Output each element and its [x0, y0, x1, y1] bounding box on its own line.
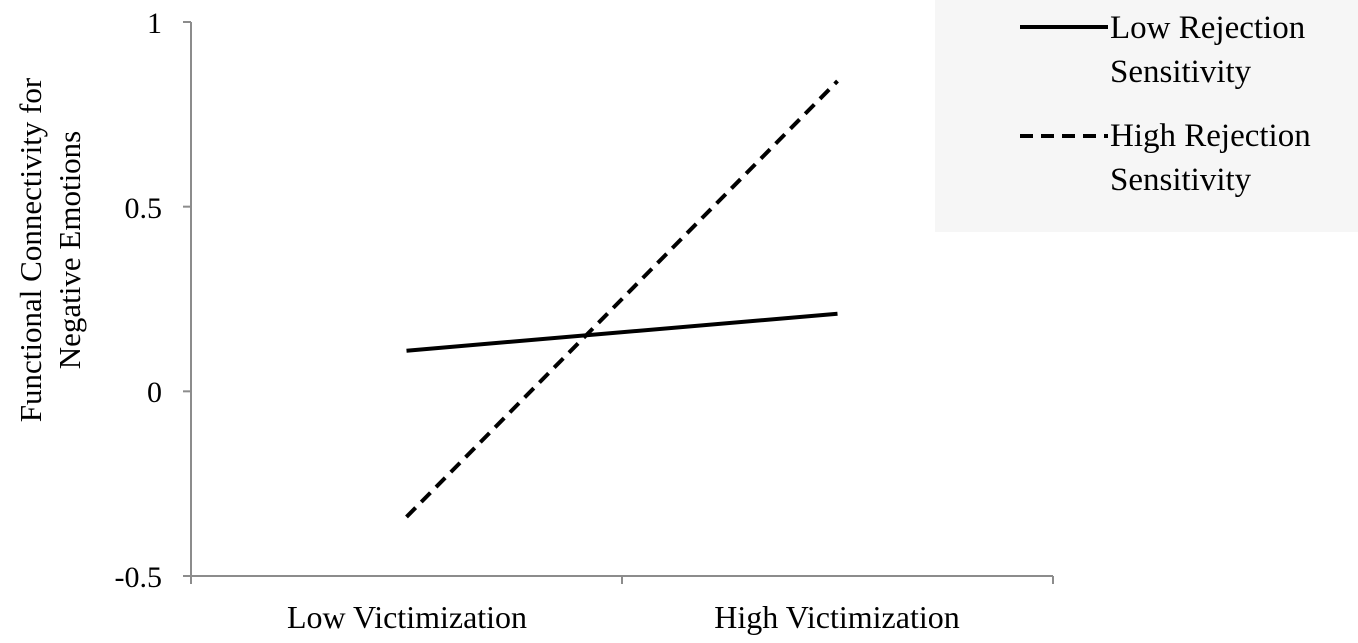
legend-panel	[935, 0, 1358, 232]
legend-label-low-rejection-line-2: Sensitivity	[1110, 54, 1252, 90]
y-axis-label-line-1: Functional Connectivity for	[13, 77, 48, 422]
series-line-high-rejection-sensitivity	[405, 79, 839, 519]
y-axis-label-line-2: Negative Emotions	[52, 131, 87, 369]
legend-label-high-rejection-line-2: Sensitivity	[1110, 162, 1252, 198]
y-tick-label-1: 1	[147, 7, 162, 40]
y-tick-label-minus-0-5: -0.5	[115, 561, 163, 594]
legend-label-low-rejection-line-1: Low Rejection	[1110, 10, 1305, 46]
series-line-low-rejection-sensitivity	[406, 311, 838, 353]
legend-label-high-rejection-line-1: High Rejection	[1110, 118, 1311, 154]
x-category-label-high-victimization: High Victimization	[714, 599, 959, 635]
x-category-label-low-victimization: Low Victimization	[287, 599, 527, 635]
y-tick-label-0-5: 0.5	[125, 192, 163, 225]
y-tick-label-0: 0	[147, 376, 162, 409]
